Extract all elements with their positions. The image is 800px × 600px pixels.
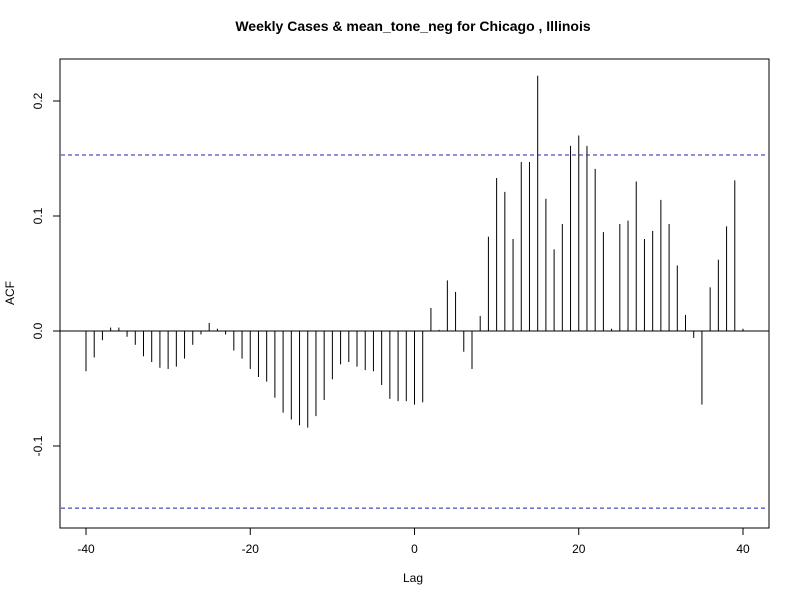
x-tick-label: 0: [411, 542, 418, 556]
x-tick-label: 20: [572, 542, 586, 556]
x-tick-label: -20: [242, 542, 260, 556]
y-tick-label: -0.1: [31, 435, 45, 456]
x-axis: -40 -20 0 20 40: [77, 528, 750, 556]
x-tick-label: -40: [77, 542, 95, 556]
plot-frame: [59, 58, 770, 529]
y-axis-label: ACF: [3, 281, 17, 305]
y-axis: -0.1 0.0 0.1 0.2: [31, 92, 60, 456]
y-tick-label: 0.1: [31, 207, 45, 224]
y-tick-label: 0.2: [31, 92, 45, 109]
chart-title: Weekly Cases & mean_tone_neg for Chicago…: [235, 18, 591, 34]
confidence-bounds: [61, 154, 768, 509]
y-tick-label: 0.0: [31, 322, 45, 339]
x-axis-label: Lag: [403, 571, 423, 585]
acf-bars: [85, 75, 744, 428]
x-tick-label: 40: [736, 542, 750, 556]
